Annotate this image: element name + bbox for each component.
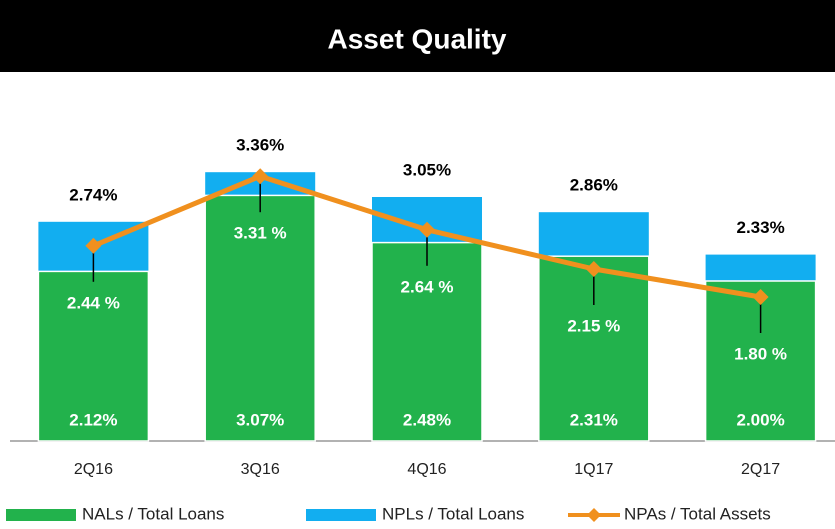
- data-label: 3.31 %: [234, 224, 287, 243]
- legend-label: NPLs / Total Loans: [382, 504, 524, 523]
- data-label: 2.44 %: [67, 293, 120, 312]
- data-label: 3.07%: [236, 410, 284, 429]
- legend-label: NALs / Total Loans: [82, 504, 224, 523]
- data-label: 2.86%: [570, 176, 618, 195]
- x-tick-label: 1Q17: [574, 461, 613, 478]
- data-label: 2.31%: [570, 410, 618, 429]
- marker: [252, 168, 269, 185]
- data-label: 2.48%: [403, 410, 451, 429]
- data-label: 3.36%: [236, 136, 284, 155]
- legend-swatch: [6, 509, 76, 521]
- data-label: 1.80 %: [734, 344, 787, 363]
- marker: [419, 221, 435, 238]
- title-bar: [0, 0, 835, 72]
- x-tick-label: 2Q17: [741, 461, 780, 478]
- legend-swatch: [587, 508, 601, 522]
- x-tick-label: 2Q16: [74, 461, 113, 478]
- data-label: 2.64 %: [401, 277, 454, 296]
- legend-swatch: [306, 509, 376, 521]
- data-label: 3.05%: [403, 160, 451, 179]
- x-tick-label: 3Q16: [241, 461, 280, 478]
- data-label: 2.15 %: [567, 316, 620, 335]
- x-tick-label: 4Q16: [407, 461, 446, 478]
- marker: [752, 289, 769, 305]
- data-label: 2.12%: [69, 410, 117, 429]
- bar: [371, 241, 483, 442]
- data-label: 2.00%: [736, 410, 784, 429]
- marker: [585, 261, 602, 277]
- marker: [85, 237, 102, 254]
- bar: [204, 194, 316, 442]
- chart-title: Asset Quality: [328, 23, 507, 54]
- data-label: 2.74%: [69, 185, 117, 204]
- legend-label: NPAs / Total Assets: [624, 504, 771, 523]
- data-label: 2.33%: [736, 218, 784, 237]
